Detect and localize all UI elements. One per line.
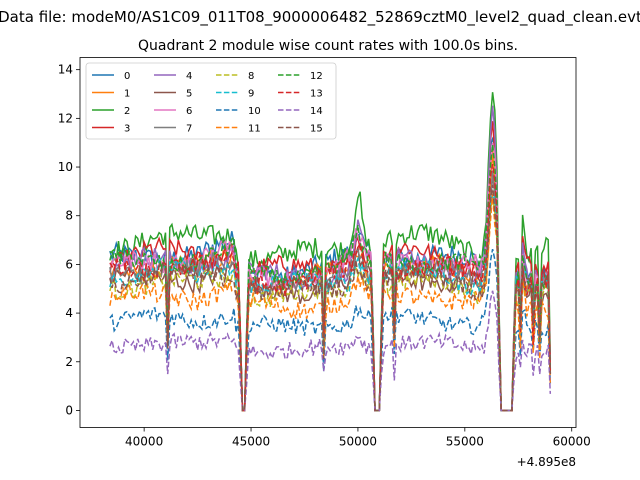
x-tick-label: 60000: [553, 435, 591, 449]
series-layer: [109, 92, 552, 412]
series-line-5: [109, 177, 552, 412]
legend-label: 7: [186, 124, 192, 135]
legend-label: 9: [248, 89, 254, 100]
x-offset-label: +4.895e8: [517, 455, 576, 469]
legend-box: [85, 62, 337, 140]
legend-label: 10: [248, 106, 261, 117]
series-line-6: [109, 142, 552, 412]
x-tick-label: 55000: [446, 435, 484, 449]
y-tick-label: 0: [65, 403, 73, 417]
legend-label: 13: [310, 89, 323, 100]
series-line-15: [109, 184, 552, 412]
legend-label: 5: [186, 89, 192, 100]
chart-title: Quadrant 2 module wise count rates with …: [138, 38, 518, 54]
legend-label: 3: [124, 124, 130, 135]
legend-label: 15: [310, 124, 323, 135]
legend-label: 4: [186, 71, 192, 82]
legend-label: 14: [310, 106, 323, 117]
series-line-11: [109, 193, 552, 412]
legend-label: 2: [124, 106, 130, 117]
y-tick-label: 8: [65, 209, 73, 223]
plot-border: [79, 57, 577, 428]
legend-label: 6: [186, 106, 192, 117]
y-tick-label: 12: [58, 111, 73, 125]
y-tick-label: 6: [65, 257, 73, 271]
legend-label: 1: [124, 89, 130, 100]
x-axis: 40000 45000 50000 55000 60000: [125, 427, 591, 449]
y-tick-label: 2: [65, 355, 73, 369]
series-line-10: [109, 248, 552, 412]
series-line-8: [109, 197, 552, 412]
legend-label: 12: [310, 71, 323, 82]
legend-label: 0: [124, 71, 130, 82]
x-tick-label: 50000: [339, 435, 377, 449]
y-tick-label: 4: [65, 306, 73, 320]
legend-label: 11: [248, 124, 261, 135]
y-tick-label: 14: [58, 63, 73, 77]
figure-suptitle: Data file: modeM0/AS1C09_011T08_90000064…: [0, 8, 640, 27]
series-line-9: [109, 195, 552, 412]
x-tick-label: 45000: [232, 435, 270, 449]
x-tick-label: 40000: [125, 435, 163, 449]
y-axis: 0 2 4 6 8 10 12 14: [58, 63, 80, 417]
series-line-14: [109, 290, 552, 412]
series-line-7: [109, 170, 552, 412]
legend-label: 8: [248, 71, 254, 82]
y-tick-label: 10: [58, 160, 73, 174]
